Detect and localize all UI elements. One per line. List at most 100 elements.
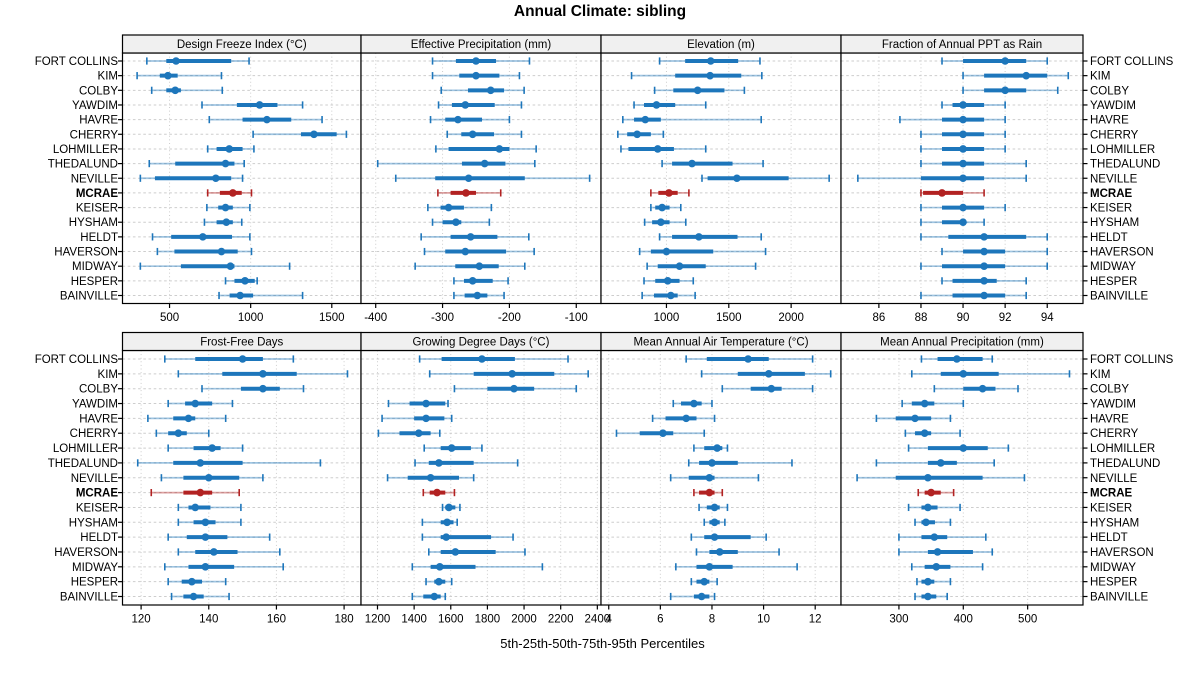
station-label-left-hysham: HYSHAM [69,217,118,229]
whisker-neville [394,174,591,183]
median-dot [927,488,935,497]
median-dot [222,218,231,227]
whisker-hesper [224,277,258,285]
whisker-lohmiller [206,145,255,153]
median-dot [259,384,267,393]
station-label-right-midway: MIDWAY [1090,261,1136,273]
station-label-left-havre: HAVRE [79,115,118,127]
median-dot [422,399,430,408]
median-dot [443,518,451,527]
whisker-heldt [151,233,251,241]
x-tick-label: 1000 [654,312,680,324]
whisker-midway [414,262,526,270]
whisker-keiser [650,203,682,212]
whisker-havre [429,115,511,124]
median-dot [920,429,929,438]
whisker-havre [208,115,323,124]
strip-title: Design Freeze Index (°C) [177,39,307,51]
x-tick-label: 180 [334,614,353,626]
whisker-lohmiller [167,444,244,452]
whisker-kim [431,71,521,80]
station-label-right-bainville: BAINVILLE [1090,592,1148,604]
station-label-left-cherry: CHERRY [70,428,119,440]
whisker-cherry [155,429,210,438]
whisker-colby [201,384,305,393]
median-dot [196,459,205,467]
median-dot [164,71,172,80]
station-label-right-heldt: HELDT [1090,532,1128,544]
whisker-haverson [941,247,1049,256]
panel-frost-free-days: Frost-Free Days 120 140 160 180 [118,331,362,626]
whisker-hysham [643,218,687,227]
median-dot [959,174,967,183]
panel-growing-degree-days: Growing Degree Days (°C) 1200 1400 1600 1800… [360,331,610,626]
median-dot [706,71,714,80]
median-dot [433,488,441,497]
whisker-midway [163,563,284,571]
station-label-left-mcrae: MCRAE [76,188,118,200]
median-dot [710,518,719,527]
median-dot [442,533,450,541]
whisker-bainville [411,592,447,601]
whisker-yawdim [941,101,1006,109]
median-dot [171,86,180,95]
axis-caption: 5th-25th-50th-75th-95th Percentiles [500,636,705,651]
whisker-midway [910,563,984,571]
x-tick-label: 8 [709,614,715,626]
median-dot [959,101,967,109]
whisker-cherry [252,130,348,139]
station-label-left-neville: NEVILLE [71,173,119,185]
station-label-left-thedalund: THEDALUND [48,458,118,470]
whisker-hysham [177,518,242,527]
panel-mean-annual-precipitation: Mean Annual Precipitation (mm) 300 400 500 [840,331,1088,626]
station-label-left-kim: KIM [98,369,118,381]
median-dot [435,459,443,467]
whisker-haverson [177,548,281,556]
median-dot [310,130,318,139]
station-label-right-kim: KIM [1090,71,1110,83]
median-dot [713,444,721,452]
whisker-hesper [453,277,509,285]
station-label-left-colby: COLBY [79,85,118,97]
x-tick-label: 120 [132,614,151,626]
whisker-heldt [167,533,271,541]
station-label-left-hesper: HESPER [71,276,118,288]
median-dot [708,459,716,467]
whisker-midway [411,563,544,571]
whisker-havre [622,115,763,124]
whisker-bainville [920,291,1027,300]
whisker-hysham [203,218,243,227]
station-label-left-lohmiller: LOHMILLER [53,144,118,156]
median-dot [208,444,216,452]
strip-fraction-of-annual-ppt-as-rain [840,34,1084,54]
whisker-mcrae [422,488,456,497]
median-dot [221,203,230,212]
whisker-haverson [427,548,526,556]
whisker-yawdim [901,399,965,408]
whisker-kim [177,370,349,378]
station-label-right-keiser: KEISER [1090,502,1132,514]
station-label-left-midway: MIDWAY [72,261,118,273]
x-tick-label: 1400 [401,614,427,626]
median-dot [435,577,443,586]
median-dot [486,86,495,95]
whisker-yawdim [167,399,234,408]
whisker-havre [381,414,453,423]
station-label-left-hesper: HESPER [71,577,118,589]
median-dot [695,233,703,241]
median-dot [217,247,226,256]
strip-title: Fraction of Annual PPT as Rain [882,39,1042,51]
x-tick-label: -100 [565,312,588,324]
whisker-mcrae [206,189,253,197]
median-dot [924,577,932,586]
whisker-heldt [658,233,763,241]
whisker-havre [147,414,227,423]
median-dot [480,159,489,168]
x-tick-label: 500 [160,312,179,324]
median-dot [473,291,482,300]
median-dot [422,414,430,423]
whisker-thedalund [661,159,764,168]
x-tick-label: 1600 [438,614,464,626]
median-dot [665,189,673,197]
